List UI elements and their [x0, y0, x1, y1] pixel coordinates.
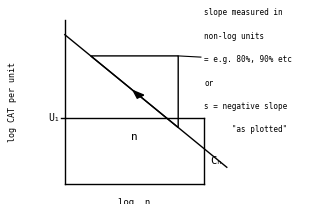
Text: Cₙ: Cₙ	[211, 156, 223, 166]
Text: or: or	[204, 79, 214, 88]
Text: "as plotted": "as plotted"	[204, 125, 287, 134]
Text: slope measured in: slope measured in	[204, 8, 283, 17]
Text: U₁: U₁	[48, 113, 60, 123]
Text: = e.g. 80%, 90% etc: = e.g. 80%, 90% etc	[204, 55, 292, 64]
Text: log  n: log n	[118, 198, 151, 204]
Text: n: n	[131, 132, 138, 142]
Text: log CAT per unit: log CAT per unit	[8, 62, 17, 142]
Text: non-log units: non-log units	[204, 32, 264, 41]
Polygon shape	[133, 91, 144, 98]
Text: s = negative slope: s = negative slope	[204, 102, 287, 111]
